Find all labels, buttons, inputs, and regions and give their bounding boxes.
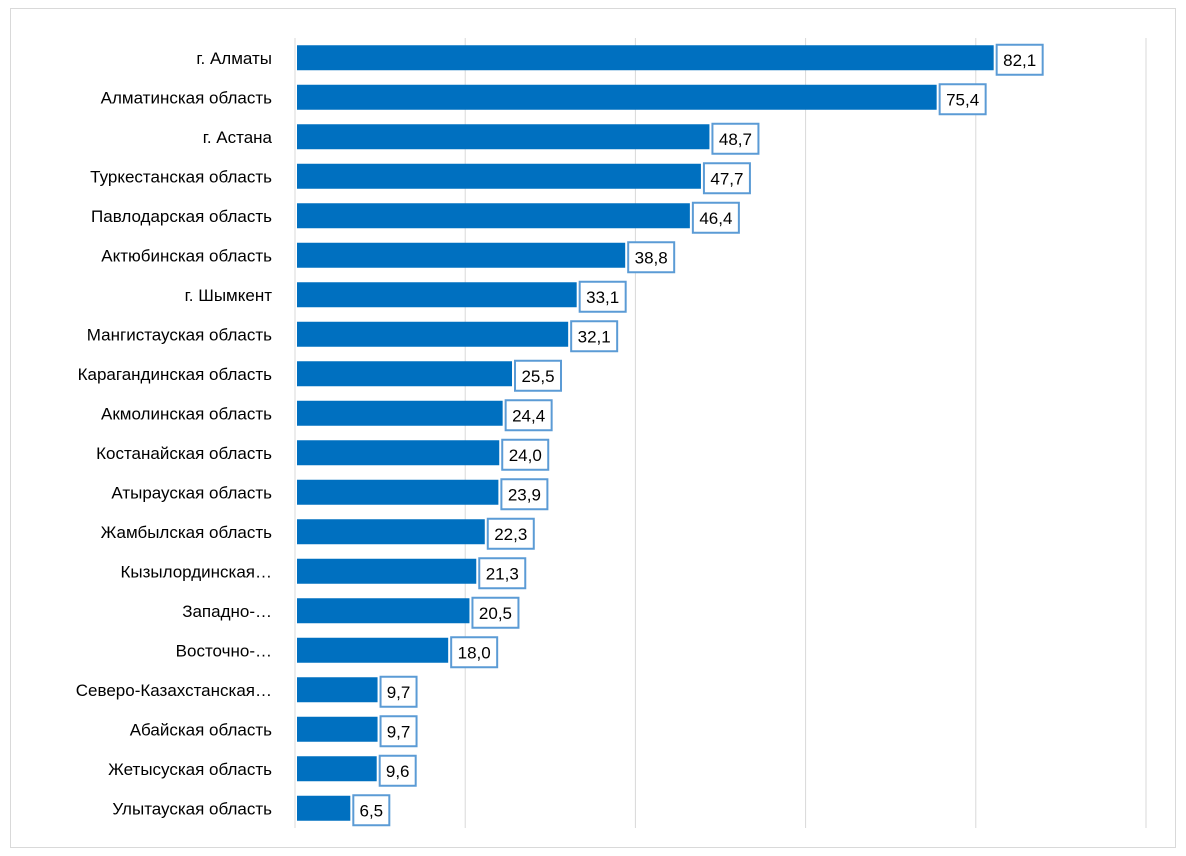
category-label: Акмолинская область: [101, 404, 272, 423]
bar: [297, 519, 485, 545]
category-label: г. Астана: [203, 128, 273, 147]
bar: [297, 163, 701, 189]
bar: [297, 756, 377, 782]
category-label: Павлодарская область: [91, 207, 272, 226]
value-label: 23,9: [508, 485, 541, 504]
bar: [297, 242, 626, 268]
value-label-box: [938, 83, 987, 116]
category-label: Костанайская область: [96, 444, 272, 463]
value-label-box: [702, 162, 751, 195]
value-label-box: [711, 122, 760, 155]
value-label: 38,8: [635, 248, 668, 267]
value-label: 25,5: [521, 367, 554, 386]
value-label: 9,7: [387, 722, 411, 741]
value-label-box: [504, 399, 553, 432]
category-label: Туркестанская область: [90, 167, 272, 186]
value-label: 22,3: [494, 525, 527, 544]
bar: [297, 361, 513, 387]
value-label: 6,5: [359, 801, 383, 820]
value-label-box: [501, 438, 550, 471]
bar: [297, 282, 577, 308]
bar: [297, 124, 710, 150]
value-label: 18,0: [458, 643, 491, 662]
value-label: 32,1: [578, 327, 611, 346]
gridlines: [294, 38, 1147, 828]
category-labels: г. Алматы Алматинская область г. Астана Тур…: [76, 49, 273, 819]
category-label: г. Алматы: [196, 49, 272, 68]
category-label: Карагандинская область: [78, 365, 273, 384]
category-label: Кызылординская…: [120, 562, 272, 581]
bars: [297, 45, 994, 821]
bar: [297, 440, 500, 466]
value-label-box: [450, 636, 499, 669]
bar: [297, 598, 470, 624]
value-label: 24,0: [509, 446, 542, 465]
category-label: Западно-…: [182, 602, 272, 621]
value-label-box: [570, 320, 619, 353]
value-label-box: [995, 43, 1044, 76]
category-label: Актюбинская область: [101, 246, 272, 265]
bar: [297, 45, 994, 71]
value-label: 24,4: [512, 406, 545, 425]
bar: [297, 479, 499, 505]
bar: [297, 400, 503, 426]
bar: [297, 558, 477, 584]
value-labels: 82,1 75,4 48,7 47,7 46,4 38,8 33,1 32,1 25,5 24,4…: [352, 43, 1044, 827]
value-label: 48,7: [719, 130, 752, 149]
value-label-box: [514, 359, 563, 392]
value-label-box: [478, 557, 527, 590]
value-label: 20,5: [479, 604, 512, 623]
value-label: 46,4: [699, 209, 732, 228]
value-label-box: [379, 715, 418, 748]
value-label: 75,4: [946, 90, 979, 109]
value-label-box: [500, 478, 549, 511]
category-label: Атырауская область: [111, 483, 272, 502]
value-label-box: [627, 241, 676, 274]
category-label: Абайская область: [130, 720, 272, 739]
category-label: Жамбылская область: [101, 523, 272, 542]
value-label-box: [578, 280, 627, 313]
category-label: Северо-Казахстанская…: [76, 681, 272, 700]
value-label: 47,7: [710, 169, 743, 188]
value-label-box: [378, 754, 417, 787]
value-label-box: [691, 201, 740, 234]
bar: [297, 677, 378, 703]
category-label: Алматинская область: [101, 88, 272, 107]
bar: [297, 795, 351, 821]
bar: [297, 716, 378, 742]
bar: [297, 84, 937, 110]
value-label: 33,1: [586, 288, 619, 307]
value-label: 9,6: [386, 762, 410, 781]
value-label: 9,7: [387, 683, 411, 702]
bar: [297, 637, 449, 663]
category-label: Мангистауская область: [87, 325, 272, 344]
category-label: Жетысуская область: [108, 760, 272, 779]
value-label-box: [352, 794, 391, 827]
bar: [297, 203, 690, 229]
category-label: Восточно-…: [176, 641, 272, 660]
category-label: Улытауская область: [112, 799, 272, 818]
value-label: 21,3: [486, 564, 519, 583]
value-label-box: [379, 675, 418, 708]
category-label: г. Шымкент: [185, 286, 273, 305]
value-label-box: [486, 517, 535, 550]
value-label-box: [471, 596, 520, 629]
bar: [297, 321, 569, 347]
value-label: 82,1: [1003, 51, 1036, 70]
